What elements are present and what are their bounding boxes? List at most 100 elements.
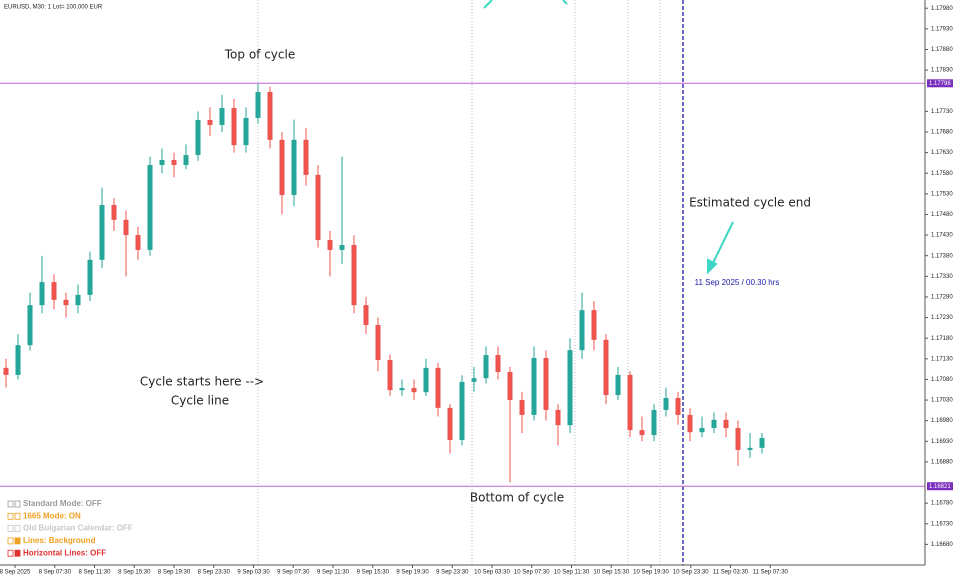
y-tick-label: 1.17830 — [931, 68, 953, 74]
y-tick-label: 1.17580 — [931, 171, 953, 177]
setting-icon — [14, 512, 21, 520]
setting-icon — [14, 537, 21, 545]
x-tick-label: 8 Sep 23:30 — [198, 570, 231, 576]
annotation: Cycle line — [171, 394, 229, 408]
candle-body — [171, 160, 177, 165]
candle-body — [135, 235, 141, 250]
annotation: Bottom of cycle — [470, 491, 564, 505]
setting-label: Old Bulgarian Calendar: OFF — [23, 524, 133, 533]
candle-body — [339, 244, 345, 250]
y-tick-label: 1.17080 — [931, 377, 953, 383]
level-tag — [927, 482, 953, 491]
candle-body — [111, 204, 117, 220]
candle-body — [615, 374, 621, 396]
y-tick-label: 1.17930 — [931, 26, 953, 32]
level-tag — [927, 79, 953, 88]
candle-body — [543, 357, 549, 410]
y-tick-label: 1.17980 — [931, 6, 953, 12]
y-tick-label: 1.17380 — [931, 253, 953, 259]
setting-icon — [14, 500, 21, 508]
x-tick-label: 9 Sep 07:30 — [277, 570, 310, 576]
candle-body — [15, 345, 21, 375]
y-tick-label: 1.16930 — [931, 439, 953, 445]
x-tick-label: 10 Sep 23:30 — [673, 570, 709, 576]
x-tick-label: 8 Sep 19:30 — [158, 570, 191, 576]
candle-body — [759, 437, 765, 448]
y-tick-label: 1.16680 — [931, 542, 953, 548]
y-tick-label: 1.17630 — [931, 150, 953, 156]
candle-body — [231, 108, 237, 146]
arrow — [711, 221, 734, 266]
setting-label: Horizontal Lines: OFF — [23, 548, 106, 557]
x-tick-label: 11 Sep 03:30 — [713, 570, 749, 576]
level-label: 1.16821 — [929, 484, 951, 490]
candle-body — [603, 339, 609, 396]
candle-body — [663, 397, 669, 410]
candle-body — [423, 367, 429, 393]
candle-body — [255, 91, 261, 118]
x-tick-label: 10 Sep 03:30 — [474, 570, 510, 576]
annotation: Cycle starts here --> — [140, 375, 264, 389]
setting-icon — [7, 537, 14, 545]
candle-body — [351, 244, 357, 306]
annotation: Top of cycle — [224, 48, 295, 62]
arrow — [562, 0, 568, 5]
setting-icon — [7, 549, 14, 557]
candle-body — [567, 350, 573, 426]
annotation: 11 Sep 2025 / 00.30 hrs — [695, 278, 780, 287]
y-tick-label: 1.17880 — [931, 47, 953, 53]
candle-body — [627, 374, 633, 431]
y-tick-label: 1.17480 — [931, 212, 953, 218]
candle-body — [279, 139, 285, 196]
x-tick-label: 10 Sep 07:30 — [514, 570, 550, 576]
x-tick-label: 10 Sep 15:30 — [593, 570, 629, 576]
setting-icon — [14, 525, 21, 532]
candle-body — [495, 355, 501, 372]
candle-body — [699, 428, 705, 433]
y-tick-label: 1.17180 — [931, 336, 953, 342]
setting-icon — [14, 549, 21, 557]
candle-body — [63, 299, 69, 306]
symbol-title: EURUSD, M30: 1 Lot= 100,000 EUR — [4, 5, 103, 11]
candle-body — [723, 419, 729, 429]
arrow — [483, 0, 493, 9]
y-tick-label: 1.17730 — [931, 109, 953, 115]
candle-body — [447, 407, 453, 441]
candle-body — [711, 419, 717, 429]
candle-body — [555, 409, 561, 426]
candle-body — [327, 240, 333, 250]
candle-body — [735, 428, 741, 450]
candle-body — [147, 164, 153, 250]
y-tick-label: 1.16980 — [931, 418, 953, 424]
y-tick-label: 1.17330 — [931, 274, 953, 280]
candle-body — [87, 259, 93, 295]
candle-body — [39, 282, 45, 306]
candle-body — [219, 108, 225, 125]
y-tick-label: 1.17430 — [931, 233, 953, 239]
candle-body — [3, 367, 9, 375]
setting-label: Lines: Background — [23, 536, 96, 545]
x-tick-label: 9 Sep 11:30 — [317, 570, 350, 576]
y-tick-label: 1.17280 — [931, 295, 953, 301]
y-tick-label: 1.16780 — [931, 501, 953, 507]
candle-body — [519, 400, 525, 415]
x-tick-label: 8 Sep 11:30 — [79, 570, 112, 576]
y-tick-label: 1.17530 — [931, 191, 953, 197]
candle-body — [591, 310, 597, 340]
x-tick-label: 10 Sep 19:30 — [633, 570, 669, 576]
candle-body — [747, 447, 753, 450]
x-tick-label: 8 Sep 15:30 — [118, 570, 151, 576]
candle-body — [99, 204, 105, 260]
candle-body — [243, 117, 249, 146]
candle-body — [531, 357, 537, 415]
x-tick-label: 10 Sep 11:30 — [554, 570, 590, 576]
candle-body — [75, 294, 81, 306]
arrows — [483, 0, 734, 275]
candle-body — [195, 120, 201, 156]
candle-body — [51, 282, 57, 300]
x-tick-label: 9 Sep 03:30 — [237, 570, 270, 576]
level-label: 1.17798 — [929, 81, 951, 87]
candle-body — [375, 324, 381, 361]
candle-body — [459, 381, 465, 441]
candle-body — [183, 155, 189, 165]
